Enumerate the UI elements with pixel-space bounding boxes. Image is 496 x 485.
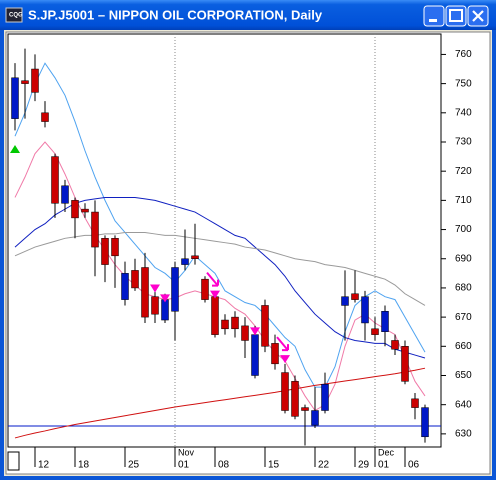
candle-body: [261, 305, 269, 347]
y-tick-label: 630: [455, 429, 472, 440]
x-tick-label: 01: [378, 460, 390, 471]
candle-body: [311, 410, 319, 426]
max-button[interactable]: [445, 5, 467, 27]
candle-body: [281, 372, 289, 411]
month-label: Dec: [378, 447, 395, 457]
signal-marker: [250, 327, 260, 336]
candle-body: [101, 238, 109, 265]
candle-body: [51, 156, 59, 204]
candle-body: [161, 299, 169, 321]
y-tick-label: 680: [455, 283, 472, 294]
x-tick-label: 12: [38, 460, 50, 471]
candle-body: [361, 296, 369, 324]
average-line: [14, 196, 426, 359]
candle-body: [121, 273, 129, 300]
y-tick-label: 750: [455, 78, 472, 89]
month-label: Nov: [178, 447, 195, 457]
title-bar: [0, 0, 496, 30]
y-tick-label: 740: [455, 107, 472, 118]
candle-body: [211, 296, 219, 335]
x-tick-label: 08: [218, 460, 230, 471]
x-tick-label: 29: [358, 460, 370, 471]
window-title: S.JP.J5001 – NIPPON OIL CORPORATION, Dai…: [28, 7, 323, 22]
candle-body: [381, 311, 389, 332]
candle-body: [251, 334, 259, 376]
candle-body: [111, 238, 119, 257]
candle-body: [291, 381, 299, 417]
x-tick-label: 06: [408, 460, 420, 471]
x-tick-label: 18: [78, 460, 90, 471]
plot-area: [7, 33, 442, 448]
average-line: [14, 62, 426, 388]
candle-body: [21, 80, 29, 84]
y-tick-label: 710: [455, 195, 472, 206]
candle-body: [131, 270, 139, 289]
signal-marker: [280, 355, 290, 364]
candle-body: [31, 68, 39, 93]
y-tick-label: 700: [455, 224, 472, 235]
candle-body: [371, 328, 379, 335]
candle-body: [11, 77, 19, 119]
candle-body: [61, 185, 69, 204]
y-tick-label: 760: [455, 49, 472, 60]
scroll-box[interactable]: [7, 451, 20, 471]
candle-body: [171, 267, 179, 312]
candle-body: [71, 200, 79, 219]
y-tick-label: 650: [455, 370, 472, 381]
y-tick-label: 690: [455, 253, 472, 264]
signal-marker: [210, 290, 220, 299]
candle-body: [41, 112, 49, 122]
candle-body: [391, 340, 399, 350]
signal-marker: [10, 144, 20, 153]
candle-body: [91, 211, 99, 248]
y-tick-label: 730: [455, 137, 472, 148]
y-tick-label: 670: [455, 312, 472, 323]
min-button[interactable]: [423, 5, 445, 27]
x-tick-label: 01: [178, 460, 190, 471]
candle-body: [81, 208, 89, 213]
signal-arrow: [276, 336, 289, 352]
candle-body: [201, 278, 209, 300]
candle-body: [271, 343, 279, 365]
candle-body: [221, 319, 229, 330]
candle-body: [321, 383, 329, 411]
candle-body: [341, 296, 349, 306]
candle-body: [231, 316, 239, 330]
signal-arrow: [206, 272, 219, 287]
signal-marker: [160, 294, 170, 303]
average-line: [14, 141, 426, 412]
candle-body: [151, 296, 159, 315]
candle-body: [401, 346, 409, 382]
candle-body: [191, 255, 199, 259]
candle-body: [241, 325, 249, 341]
average-line: [14, 231, 426, 306]
candle-body: [181, 258, 189, 265]
candle-body: [421, 407, 429, 438]
candle-body: [411, 398, 419, 408]
app-icon: [5, 7, 23, 23]
signal-marker: [150, 284, 160, 293]
x-tick-label: 22: [318, 460, 330, 471]
y-tick-label: 660: [455, 341, 472, 352]
candle-body: [141, 267, 149, 318]
y-tick-label: 640: [455, 399, 472, 410]
x-tick-label: 15: [268, 460, 280, 471]
x-tick-label: 25: [128, 460, 140, 471]
candle-body: [301, 407, 309, 411]
icon-glyph: CQG: [9, 13, 23, 19]
y-tick-label: 720: [455, 166, 472, 177]
candle-body: [351, 293, 359, 300]
close-button[interactable]: [467, 5, 489, 27]
average-line: [14, 367, 426, 439]
